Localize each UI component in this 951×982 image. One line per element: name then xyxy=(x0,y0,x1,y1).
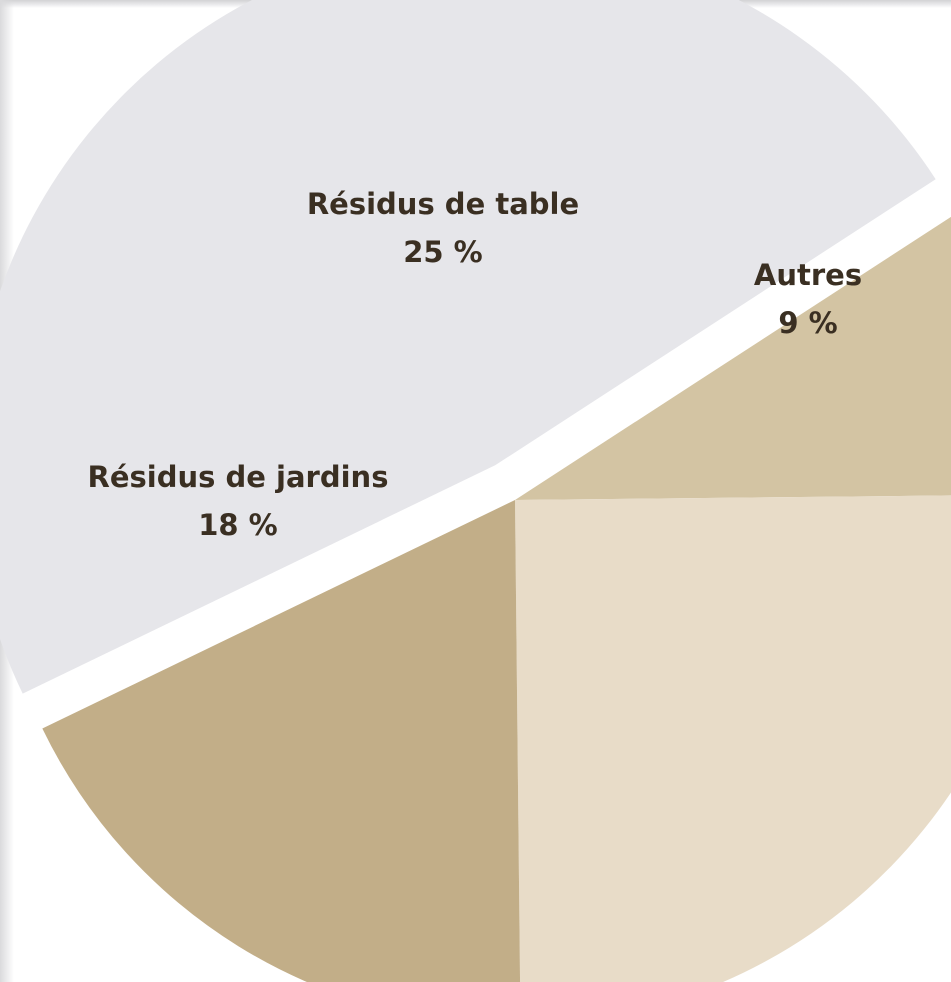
pie-slice-unlabeled xyxy=(0,0,936,694)
slice-label-residus-de-jardins: Résidus de jardins xyxy=(88,460,389,494)
pie-slice-autres xyxy=(515,216,951,500)
slice-value-residus-de-jardins: 18 % xyxy=(198,508,278,542)
slice-value-autres: 9 % xyxy=(778,306,837,340)
slice-label-autres: Autres xyxy=(754,258,862,292)
slice-label-residus-de-table: Résidus de table xyxy=(307,187,579,221)
pie-slice-residus-de-jardins xyxy=(42,500,521,982)
slice-value-residus-de-table: 25 % xyxy=(403,235,483,269)
pie-slice-residus-de-table xyxy=(515,495,951,982)
